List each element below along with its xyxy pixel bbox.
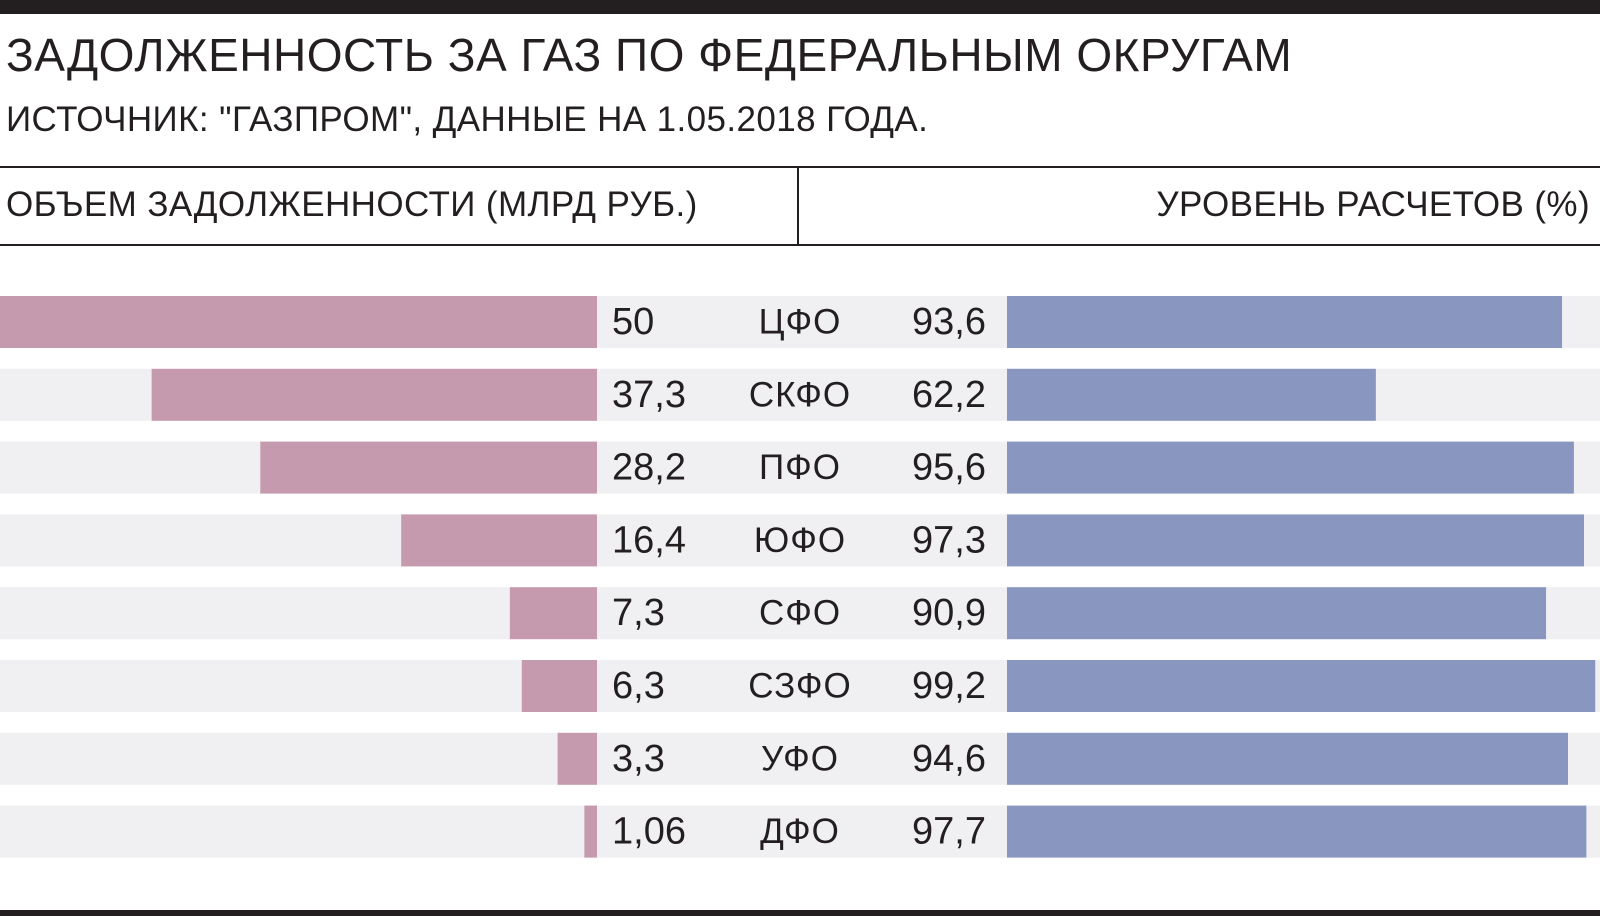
- header-divider: [797, 167, 799, 245]
- payment-bar: [1007, 296, 1563, 348]
- debt-bar: [0, 296, 597, 348]
- header-bottom-rule: [0, 244, 1600, 246]
- payment-value-label: 97,7: [912, 811, 986, 853]
- top-rule: [0, 0, 1600, 14]
- payment-bar: [1007, 732, 1568, 785]
- payment-bar: [1007, 441, 1574, 494]
- debt-bar: [509, 587, 597, 640]
- debt-value-label: 28,2: [612, 447, 686, 489]
- payment-value-label: 62,2: [912, 374, 986, 416]
- payment-value-label: 99,2: [912, 665, 986, 707]
- payment-value-label: 94,6: [912, 738, 986, 780]
- debt-bar: [260, 441, 597, 494]
- payment-bar: [1007, 660, 1596, 712]
- debt-bar: [521, 660, 597, 712]
- debt-value-label: 50: [612, 301, 654, 343]
- debt-bar: [557, 732, 597, 785]
- payment-bar: [1007, 514, 1584, 567]
- chart-subtitle: ИСТОЧНИК: "ГАЗПРОМ", ДАННЫЕ НА 1.05.2018…: [6, 100, 929, 139]
- debt-value-label: 1,06: [612, 811, 686, 853]
- district-label: ДФО: [760, 812, 840, 851]
- debt-payment-chart: 50 ЦФО 93,6 37,3 СКФО 62,2 28,2 ПФО 95,6 16,4 ЮФО 9…: [0, 296, 1600, 858]
- payment-column-header: УРОВЕНЬ РАСЧЕТОВ (%): [1156, 185, 1590, 224]
- debt-bar: [401, 514, 597, 567]
- chart-title: ЗАДОЛЖЕННОСТЬ ЗА ГАЗ ПО ФЕДЕРАЛЬНЫМ ОКРУ…: [6, 29, 1293, 81]
- payment-bar: [1007, 805, 1587, 858]
- payment-value-label: 90,9: [912, 592, 986, 634]
- debt-column-header: ОБЪЕМ ЗАДОЛЖЕННОСТИ (МЛРД РУБ.): [6, 185, 698, 224]
- debt-value-label: 6,3: [612, 665, 665, 707]
- payment-bar: [1007, 587, 1547, 640]
- header-top-rule: [0, 166, 1600, 168]
- district-label: ЮФО: [754, 521, 846, 560]
- debt-value-label: 16,4: [612, 519, 686, 561]
- debt-bar: [151, 368, 597, 421]
- payment-value-label: 95,6: [912, 447, 986, 489]
- bottom-rule: [0, 910, 1600, 916]
- district-label: УФО: [761, 739, 839, 778]
- district-label: СФО: [759, 594, 841, 633]
- debt-value-label: 7,3: [612, 592, 665, 634]
- district-label: ПФО: [759, 448, 841, 487]
- payment-bar: [1007, 368, 1376, 421]
- district-label: СКФО: [749, 375, 851, 414]
- debt-value-label: 37,3: [612, 374, 686, 416]
- district-label: ЦФО: [759, 303, 842, 342]
- debt-value-label: 3,3: [612, 738, 665, 780]
- payment-value-label: 97,3: [912, 519, 986, 561]
- district-label: СЗФО: [748, 667, 851, 706]
- payment-value-label: 93,6: [912, 301, 986, 343]
- debt-bar: [584, 805, 597, 858]
